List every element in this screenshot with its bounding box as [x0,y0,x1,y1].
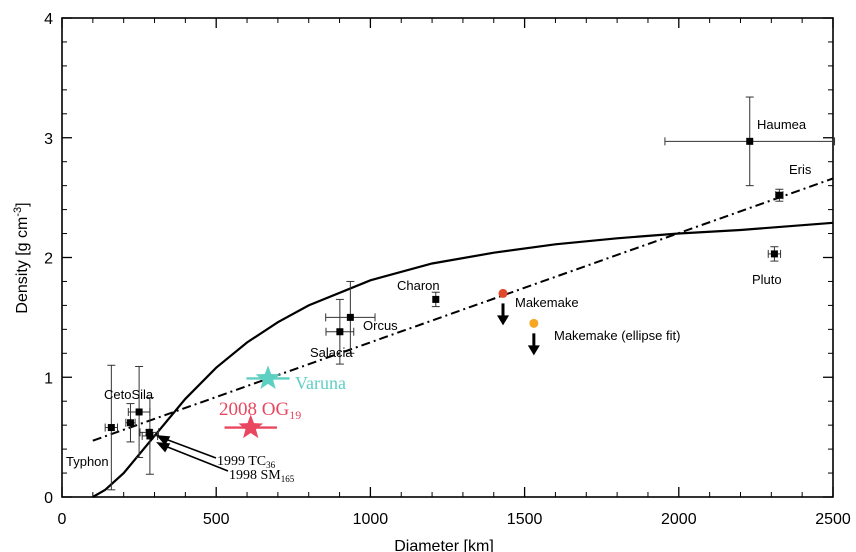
point-pluto [770,250,778,258]
y-axis-title-main: Density [g cm [14,217,31,314]
label-ceto-sila: CetoSila [104,387,154,402]
label-orcus: Orcus [363,318,398,333]
y-tick-label: 4 [44,11,53,28]
y-tick-label: 1 [44,370,53,387]
x-tick-label: 0 [58,511,67,528]
point-makemake-ellipse-fit [529,318,539,328]
y-axis-title: Density [g cm-3] [12,202,31,313]
point-haumea [746,137,754,145]
label-2008-og19: 2008 OG19 [219,399,301,422]
curve-solid [92,221,834,498]
point-ceto [126,419,134,427]
label-typhon: Typhon [66,454,109,469]
label-pluto: Pluto [752,272,782,287]
y-tick-label: 3 [44,131,53,148]
point-orcus [346,313,354,321]
label-1999-tc36: 1999 TC36 [217,454,276,470]
y-axis-title-tail: ] [14,202,31,206]
label-varuna: Varuna [295,373,346,393]
arrow-tc36-head [156,435,171,446]
point-sila [135,408,143,416]
label-1998-sm165: 1998 SM165 [229,468,295,484]
plot-frame [61,17,834,498]
point-typhon [107,424,115,432]
y-tick-label: 2 [44,251,53,268]
pointer-arrows [156,435,229,472]
label-1998-sm165-sub: 165 [281,474,295,484]
label-salacia: Salacia [310,345,353,360]
makemake-fit-upper-limit-arrow-head [527,345,540,356]
label-2008-og19-sub: 19 [289,408,301,422]
plot-border [61,17,834,498]
x-axis-title: Diameter [km] [394,538,494,552]
point-varuna-star [255,365,281,389]
label-eris: Eris [789,162,812,177]
fit-curves [92,177,834,498]
point-makemake [498,288,508,298]
x-tick-label: 2500 [815,511,851,528]
y-axis-title-sup: -3 [12,207,24,217]
data-markers [107,137,783,440]
x-tick-label: 1500 [507,511,543,528]
arrow-sm165 [159,443,229,472]
curve-dash-dot [92,177,834,442]
label-haumea: Haumea [757,117,807,132]
point-1998-sm165 [145,428,153,436]
error-bars [104,96,836,491]
label-makemake-fit: Makemake (ellipse fit) [554,328,680,343]
x-tick-label: 500 [203,511,230,528]
point-2008-og19-star [238,414,264,439]
makemake-upper-limit-arrow-head [497,315,510,326]
label-1999-tc36-main: 1999 TC [217,454,266,469]
x-tick-label: 1000 [353,511,389,528]
point-1999-tc36 [146,432,154,440]
axis-ticks: 0 500 1000 1500 2000 2500 0 1 2 3 4 [44,11,851,528]
arrow-sm165-head [156,442,171,453]
label-1999-tc36-sub: 36 [266,460,276,470]
point-eris [775,191,783,199]
x-tick-label: 2000 [661,511,697,528]
label-1998-sm165-main: 1998 SM [229,468,281,483]
point-salacia [336,328,344,336]
arrow-tc36 [159,436,217,459]
label-charon: Charon [397,278,440,293]
y-tick-label: 0 [44,490,53,507]
label-2008-og19-main: 2008 OG [219,399,289,420]
label-makemake: Makemake [515,295,579,310]
point-charon [432,295,440,303]
